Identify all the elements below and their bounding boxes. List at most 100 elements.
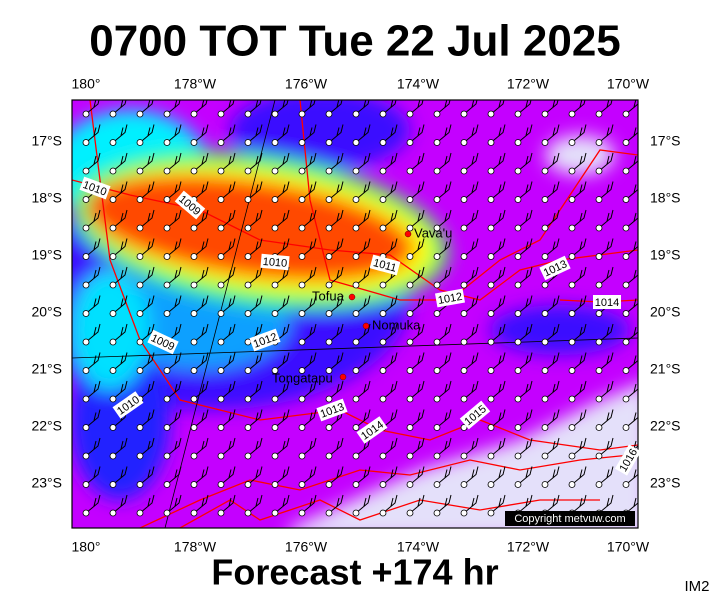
barb-station xyxy=(190,509,198,517)
barb xyxy=(517,181,533,200)
barb-station xyxy=(244,481,252,488)
barb xyxy=(463,352,479,371)
barb xyxy=(139,352,155,371)
barb-station xyxy=(514,338,522,346)
barb-station xyxy=(622,139,630,146)
barb-station xyxy=(406,110,414,118)
place-name: Nomuka xyxy=(372,317,421,332)
isobar-label-box xyxy=(593,295,621,309)
barb-station xyxy=(298,196,306,203)
barb-station xyxy=(82,452,90,460)
barb xyxy=(220,494,236,514)
barb xyxy=(247,437,263,457)
barb xyxy=(463,238,479,257)
barb xyxy=(436,409,452,428)
barb xyxy=(598,209,614,229)
barb-station xyxy=(514,167,522,175)
place-name: Vava'u xyxy=(414,225,452,240)
barb xyxy=(112,152,128,172)
barb-station xyxy=(136,481,144,488)
barb xyxy=(517,409,533,428)
isobar-label: 1014 xyxy=(595,297,619,309)
barb-station xyxy=(217,424,225,431)
barb-station xyxy=(514,310,522,317)
barb xyxy=(517,352,533,371)
barb-station xyxy=(136,110,144,118)
barb xyxy=(571,124,587,143)
barb xyxy=(355,181,371,200)
barb-station xyxy=(541,395,549,403)
barb-station xyxy=(622,110,630,118)
barb-station xyxy=(298,310,306,317)
barb xyxy=(571,380,587,400)
barb xyxy=(220,266,236,286)
barb-station xyxy=(82,367,90,374)
barb xyxy=(625,298,638,314)
barb-station xyxy=(595,196,603,203)
lat-label: 22°S xyxy=(650,418,681,434)
barb xyxy=(517,466,533,485)
barb xyxy=(436,124,452,143)
title: 0700 TOT Tue 22 Jul 2025 xyxy=(89,17,621,66)
isobar-label-box xyxy=(614,444,642,476)
barb xyxy=(247,295,263,314)
barb-station xyxy=(163,509,171,517)
barb-station xyxy=(298,481,306,488)
isobar-label: 1010 xyxy=(262,256,287,270)
barb-station xyxy=(136,281,144,289)
barb-station xyxy=(325,253,333,260)
barb xyxy=(409,124,425,143)
barb xyxy=(220,466,236,485)
barb xyxy=(220,181,236,200)
barb-station xyxy=(379,481,387,488)
barb xyxy=(625,127,638,143)
barb xyxy=(490,409,506,428)
barb-station xyxy=(487,452,495,460)
barb xyxy=(463,323,479,343)
barb-station xyxy=(460,110,468,118)
barb-station xyxy=(568,253,576,260)
barb-station xyxy=(136,139,144,146)
barb-station xyxy=(109,310,117,317)
isobar-label: 1012 xyxy=(437,291,463,307)
barb xyxy=(598,409,614,428)
barb xyxy=(247,124,263,143)
barb-station xyxy=(109,196,117,203)
barb-station xyxy=(487,253,495,260)
barb xyxy=(193,352,209,371)
barb-station xyxy=(514,253,522,260)
barb-station xyxy=(271,196,279,203)
barb-station xyxy=(136,452,144,460)
barb xyxy=(274,238,290,257)
forecast-label: Forecast +174 hr xyxy=(211,552,498,593)
barb-station xyxy=(325,110,333,118)
barb xyxy=(598,238,614,257)
barb xyxy=(571,266,587,286)
barb-station xyxy=(487,395,495,403)
barb-station xyxy=(433,367,441,374)
barb xyxy=(355,352,371,371)
barb xyxy=(193,380,209,400)
barb xyxy=(274,124,290,143)
barb xyxy=(436,209,452,229)
barb xyxy=(220,238,236,257)
barb-station xyxy=(568,310,576,317)
barb-station xyxy=(379,110,387,118)
barb xyxy=(166,409,182,428)
barb xyxy=(193,295,209,314)
barb xyxy=(193,466,209,485)
barb-station xyxy=(298,509,306,517)
barb-station xyxy=(190,424,198,431)
barb-station xyxy=(487,110,495,118)
barb xyxy=(355,266,371,286)
barb xyxy=(517,494,533,514)
barb-station xyxy=(379,167,387,175)
barb-station xyxy=(163,424,171,431)
barb xyxy=(139,380,155,400)
barb xyxy=(247,152,263,172)
barb-station xyxy=(190,338,198,346)
barb xyxy=(301,181,317,200)
barb xyxy=(544,238,560,257)
barb-station xyxy=(190,395,198,403)
barb xyxy=(625,469,638,485)
